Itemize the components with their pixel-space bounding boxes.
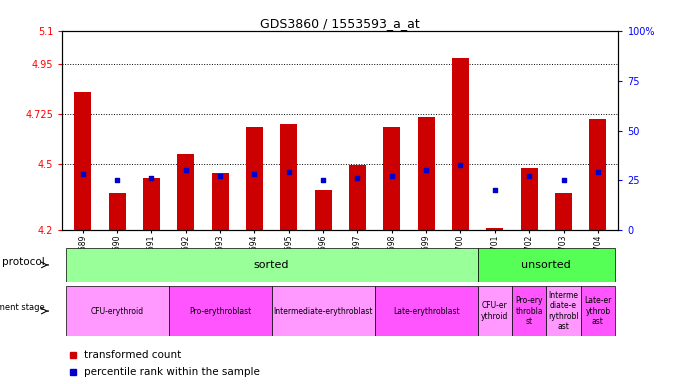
Title: GDS3860 / 1553593_a_at: GDS3860 / 1553593_a_at [261,17,420,30]
Text: Pro-ery
throbla
st: Pro-ery throbla st [515,296,543,326]
Bar [477,286,512,336]
Text: Late-er
ythrob
ast: Late-er ythrob ast [584,296,612,326]
Text: unsorted: unsorted [522,260,571,270]
Text: Late-erythroblast: Late-erythroblast [393,306,460,316]
Bar [417,117,435,230]
Point [386,174,397,180]
Bar [314,190,332,230]
Bar [512,286,547,336]
Point [215,174,226,180]
Bar [486,228,504,230]
Bar [177,154,194,230]
Bar [349,165,366,230]
Text: Intermediate-erythroblast: Intermediate-erythroblast [274,306,373,316]
Text: protocol: protocol [2,257,45,267]
Point [180,167,191,174]
Bar [281,124,297,230]
Text: percentile rank within the sample: percentile rank within the sample [84,366,261,377]
Bar [272,286,375,336]
Point [489,187,500,194]
Bar [477,248,615,282]
Text: Interme
diate-e
rythrobl
ast: Interme diate-e rythrobl ast [548,291,579,331]
Bar [143,178,160,230]
Text: CFU-erythroid: CFU-erythroid [91,306,144,316]
Bar [169,286,272,336]
Point [283,169,294,175]
Point [524,174,535,180]
Point [455,161,466,167]
Point [249,171,260,177]
Bar [452,58,469,230]
Bar [74,92,91,230]
Bar [555,193,572,230]
Text: Pro-erythroblast: Pro-erythroblast [189,306,252,316]
Bar [375,286,477,336]
Text: development stage: development stage [0,303,45,311]
Bar [580,286,615,336]
Bar [547,286,580,336]
Point [421,167,432,174]
Point [318,177,329,184]
Bar [589,119,607,230]
Point [112,177,123,184]
Bar [108,193,126,230]
Point [558,177,569,184]
Point [146,175,157,182]
Point [592,169,603,175]
Bar [66,248,477,282]
Bar [384,127,400,230]
Point [77,171,88,177]
Text: CFU-er
ythroid: CFU-er ythroid [481,301,509,321]
Bar [520,168,538,230]
Text: transformed count: transformed count [84,350,182,360]
Bar [66,286,169,336]
Text: sorted: sorted [254,260,290,270]
Point [352,175,363,182]
Bar [211,173,229,230]
Bar [246,127,263,230]
